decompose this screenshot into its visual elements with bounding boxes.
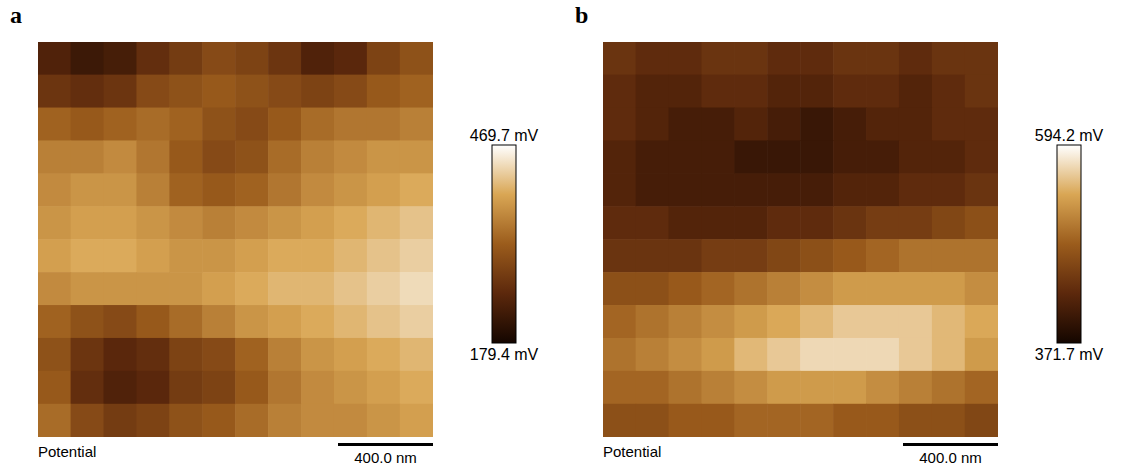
svg-text:594.2 mV: 594.2 mV (1035, 127, 1104, 144)
html-text:400.0 nm: 400.0 nm (354, 449, 417, 466)
html-text:Potential: Potential (38, 443, 97, 460)
svg-text:179.4 mV: 179.4 mV (470, 346, 539, 363)
svg-text:371.7 mV: 371.7 mV (1035, 346, 1104, 363)
html-text:a: a (10, 2, 22, 28)
html-text:400.0 nm: 400.0 nm (919, 449, 982, 466)
svg-text:469.7 mV: 469.7 mV (470, 127, 539, 144)
html-text:b: b (575, 2, 589, 28)
html-text:Potential: Potential (603, 443, 662, 460)
